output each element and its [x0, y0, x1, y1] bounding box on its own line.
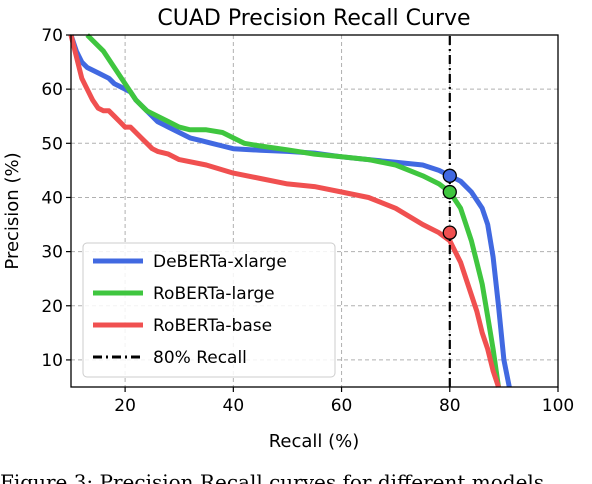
figure-caption: Figure 3: Precision Recall curves for di…	[0, 470, 545, 484]
y-tick-label: 70	[41, 26, 63, 46]
y-tick-label: 10	[41, 351, 63, 371]
x-tick-label: 100	[542, 396, 574, 416]
y-tick-label: 40	[41, 188, 63, 208]
legend-box	[82, 242, 336, 378]
y-axis-label: Precision (%)	[2, 152, 23, 269]
y-tick-label: 60	[41, 80, 63, 100]
legend-label-roberta-base: RoBERTa-base	[153, 316, 272, 336]
recall-markers	[442, 168, 457, 240]
legend: DeBERTa-xlarge RoBERTa-large RoBERTa-base 8…	[82, 242, 336, 378]
legend-label-deberta-xlarge: DeBERTa-xlarge	[153, 252, 287, 272]
x-tick-label: 40	[223, 396, 245, 416]
chart-title: CUAD Precision Recall Curve	[157, 6, 470, 31]
x-tick-label: 20	[114, 396, 136, 416]
marker-deberta-xlarge	[442, 168, 457, 183]
series-line-deberta-xlarge	[68, 34, 512, 388]
legend-label-80-recall: 80% Recall	[153, 348, 247, 368]
x-axis-label: Recall (%)	[269, 431, 360, 452]
series-line-roberta-base	[68, 34, 501, 388]
plot-frame	[70, 34, 559, 388]
marker-roberta-large	[442, 184, 457, 200]
series-lines	[68, 33, 512, 388]
y-tick-label: 30	[41, 243, 63, 263]
series-line-roberta-large	[85, 33, 501, 388]
marker-roberta-base	[442, 225, 457, 240]
legend-label-roberta-large: RoBERTa-large	[153, 284, 275, 304]
axis-ticks: 20 40 60 80 100 10 20 30 40 50 60 70	[41, 26, 574, 416]
x-tick-label: 80	[439, 396, 461, 416]
y-tick-label: 20	[41, 297, 63, 317]
y-tick-label: 50	[41, 134, 63, 154]
x-tick-label: 60	[331, 396, 353, 416]
